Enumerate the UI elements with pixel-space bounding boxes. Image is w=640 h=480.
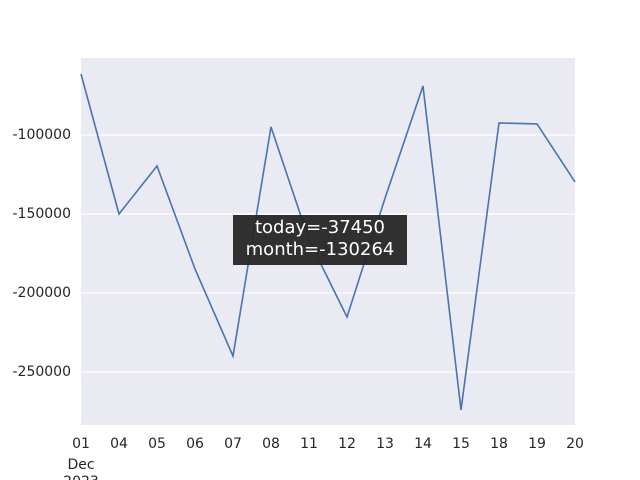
y-tick-label: -250000 [13,364,72,380]
tooltip-text: month=-130264 [246,239,395,260]
tooltip-box [233,215,407,265]
x-tick-label: 07 [224,436,242,452]
x-tick-label: 18 [490,436,508,452]
x-tick-label: 20 [566,436,584,452]
x-tick-label: 04 [110,436,128,452]
x-tick-label: 15 [452,436,470,452]
x-tick-label: 08 [262,436,280,452]
x-sublabel: Dec [67,457,94,473]
y-tick-label: -100000 [13,127,72,143]
y-tick-label: -150000 [13,206,72,222]
x-tick-label: 05 [148,436,166,452]
x-tick-label: 19 [528,436,546,452]
x-tick-label: 14 [414,436,432,452]
x-tick-label: 13 [376,436,394,452]
x-tick-label: 12 [338,436,356,452]
line [80,73,576,411]
x-tick-label: 01 [72,436,90,452]
tooltip-text: today=-37450 [255,217,385,238]
y-tick-label: -200000 [13,285,72,301]
x-sublabel: 2023 [63,474,99,480]
x-tick-label: 06 [186,436,204,452]
x-tick-label: 11 [300,436,318,452]
